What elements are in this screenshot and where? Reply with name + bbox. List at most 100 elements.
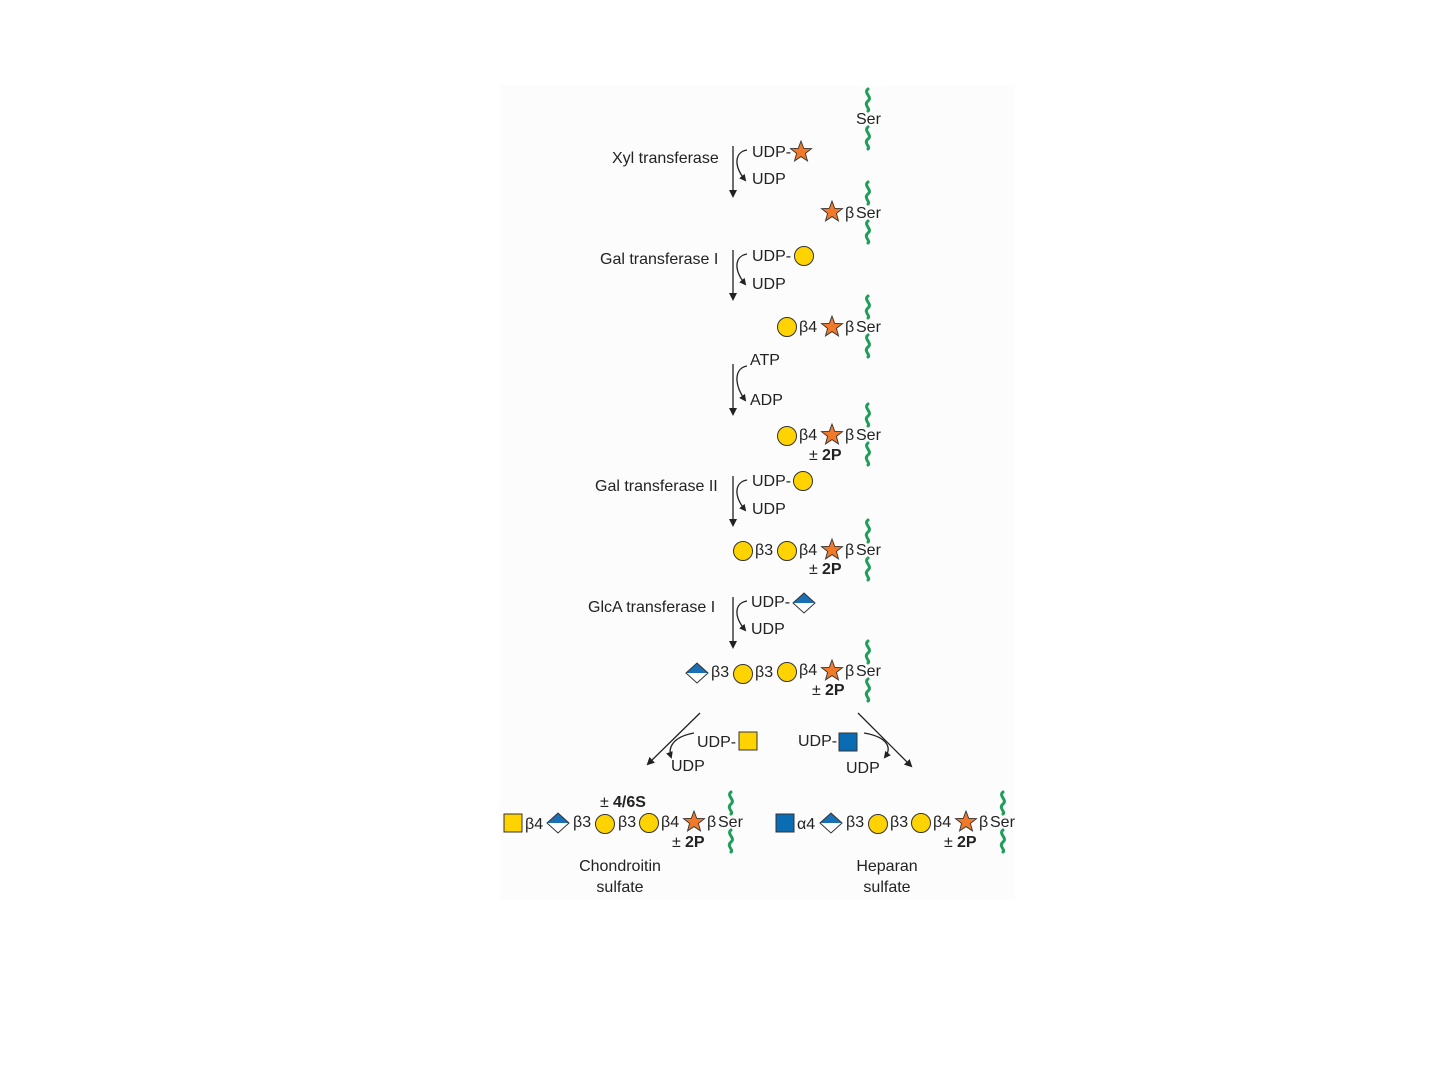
- caption-line: sulfate: [863, 879, 911, 896]
- xylose-star-icon: [820, 658, 844, 681]
- side-reaction-arrow: [736, 149, 748, 182]
- peptide-wavy-icon: [864, 180, 871, 206]
- linkage-b3: β3: [573, 814, 592, 831]
- udp-glca-donor: UDP-: [751, 594, 791, 611]
- galnac-square-icon: [503, 813, 523, 833]
- glucuronic-acid-diamond-icon: [819, 812, 843, 834]
- xylose-star-icon: [820, 199, 844, 222]
- peptide-wavy-icon: [864, 333, 871, 359]
- plus-minus: ±: [812, 682, 821, 699]
- serine-label: Ser: [856, 663, 881, 680]
- xylose-star-icon: [820, 537, 844, 560]
- plus-minus: ±: [809, 561, 818, 578]
- linkage-a4: α4: [797, 816, 816, 833]
- linkage-beta: β: [845, 319, 855, 336]
- xylose-star-icon: [820, 422, 844, 445]
- peptide-wavy-icon: [864, 294, 871, 320]
- peptide-wavy-icon: [864, 125, 871, 151]
- serine-label: Ser: [856, 542, 881, 559]
- linkage-beta: β: [979, 814, 989, 831]
- peptide-wavy-icon: [864, 219, 871, 245]
- xyl-transferase-label: Xyl transferase: [612, 150, 719, 167]
- plus-minus: ±: [600, 794, 609, 811]
- udp-released: UDP: [751, 621, 785, 638]
- branch-arrow-heparan: [857, 712, 913, 768]
- linkage-b4: β4: [661, 814, 680, 831]
- peptide-wavy-icon: [864, 402, 871, 428]
- glucuronic-acid-diamond-icon: [546, 812, 570, 834]
- xylose-star-icon: [820, 314, 844, 337]
- glcnac-square-icon: [838, 732, 858, 752]
- galactose-circle-icon: [595, 814, 615, 834]
- galactose-circle-icon: [733, 541, 753, 561]
- side-reaction-arrow: [736, 600, 748, 632]
- galactose-circle-icon: [777, 317, 797, 337]
- glca-transferase-1-label: GlcA transferase I: [588, 599, 716, 616]
- udp-released: UDP: [752, 501, 786, 518]
- caption-line: Chondroitin: [579, 858, 661, 875]
- adp-label: ADP: [750, 392, 783, 409]
- peptide-wavy-icon: [864, 87, 871, 113]
- caption-line: sulfate: [596, 879, 644, 896]
- linkage-b4: β4: [799, 662, 818, 679]
- linkage-b3: β3: [755, 542, 774, 559]
- linkage-b3: β3: [711, 664, 730, 681]
- peptide-wavy-icon: [999, 828, 1006, 854]
- gal-transferase-2-label: Gal transferase II: [595, 478, 718, 495]
- xylose-star-icon: [682, 809, 706, 832]
- caption-line: Heparan: [856, 858, 918, 875]
- sulfation-label: 4/6S: [613, 794, 646, 811]
- udp-released: UDP: [752, 276, 786, 293]
- serine-label: Ser: [856, 111, 881, 128]
- udp-released: UDP: [671, 758, 705, 775]
- peptide-wavy-icon: [864, 677, 871, 703]
- peptide-wavy-icon: [999, 790, 1006, 816]
- galactose-circle-icon: [911, 813, 931, 833]
- phosphate-label: 2P: [822, 447, 842, 464]
- side-reaction-arrow: [736, 479, 748, 512]
- serine-label: Ser: [856, 427, 881, 444]
- peptide-wavy-icon: [864, 518, 871, 544]
- galactose-circle-icon: [733, 664, 753, 684]
- xylose-star-icon: [954, 809, 978, 832]
- phosphate-label: 2P: [685, 834, 705, 851]
- plus-minus: ±: [809, 447, 818, 464]
- galactose-circle-icon: [639, 813, 659, 833]
- udp-glcnac-donor: UDP-: [798, 733, 838, 750]
- udp-released: UDP: [752, 171, 786, 188]
- peptide-wavy-icon: [864, 639, 871, 665]
- linkage-b4: β4: [799, 542, 818, 559]
- udp-gal-donor: UDP-: [752, 473, 792, 490]
- linkage-b4: β4: [525, 816, 544, 833]
- galactose-circle-icon: [793, 471, 813, 491]
- linkage-beta: β: [845, 663, 855, 680]
- galnac-square-icon: [738, 731, 758, 751]
- gal-transferase-1-label: Gal transferase I: [600, 251, 719, 268]
- peptide-wavy-icon: [727, 828, 734, 854]
- linkage-b3: β3: [618, 814, 637, 831]
- side-reaction-arrow: [736, 365, 748, 402]
- peptide-wavy-icon: [864, 556, 871, 582]
- plus-minus: ±: [944, 834, 953, 851]
- udp-released: UDP: [846, 760, 880, 777]
- linkage-b4: β4: [933, 814, 952, 831]
- serine-label: Ser: [990, 814, 1015, 831]
- linkage-beta: β: [707, 814, 717, 831]
- side-reaction-arrow: [863, 732, 891, 759]
- serine-label: Ser: [856, 319, 881, 336]
- side-reaction-arrow: [736, 253, 748, 286]
- galactose-circle-icon: [868, 814, 888, 834]
- atp-label: ATP: [750, 352, 780, 369]
- udp-xyl-donor: UDP-: [752, 144, 792, 161]
- linkage-beta: β: [845, 205, 855, 222]
- galactose-circle-icon: [777, 541, 797, 561]
- galactose-circle-icon: [777, 426, 797, 446]
- branch-arrow-chondroitin: [646, 712, 701, 766]
- linkage-b4: β4: [799, 319, 818, 336]
- xylose-star-icon: [789, 139, 813, 162]
- glucuronic-acid-diamond-icon: [792, 592, 816, 614]
- heparan-sulfate-caption: Heparan sulfate: [827, 856, 947, 898]
- side-reaction-arrow: [666, 732, 695, 759]
- phosphate-label: 2P: [825, 682, 845, 699]
